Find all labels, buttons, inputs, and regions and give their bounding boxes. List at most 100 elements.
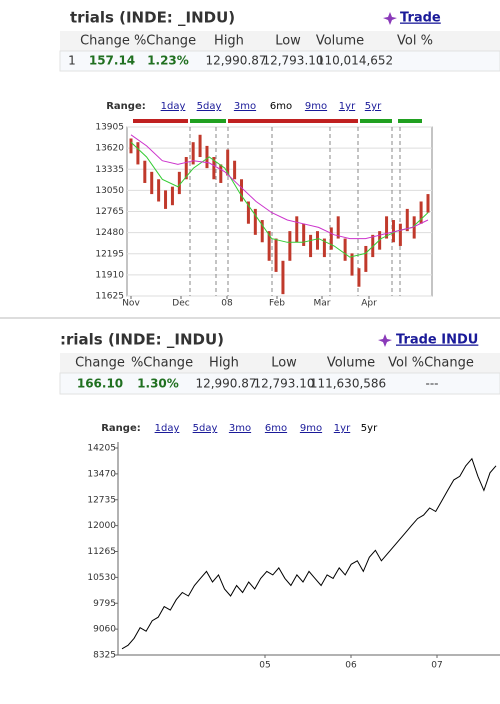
- column-header: %Change: [131, 356, 193, 371]
- y-tick-label: 11265: [87, 547, 116, 557]
- y-tick-label: 13335: [95, 165, 124, 175]
- cell-value: 12,990.87: [195, 377, 256, 391]
- candle: [364, 245, 368, 272]
- column-header: Volume: [316, 34, 364, 49]
- x-tick-label: Mar: [314, 299, 331, 309]
- y-tick-label: 13620: [95, 144, 124, 154]
- cell-value: 111,630,586: [310, 377, 386, 391]
- price-line: [121, 457, 497, 650]
- range-option[interactable]: 5day: [193, 423, 218, 434]
- x-tick-label: Feb: [269, 299, 285, 309]
- candle: [385, 216, 389, 239]
- column-header: %Change: [134, 34, 196, 49]
- header-band: [60, 353, 500, 373]
- panel-title: trials (INDE: _INDU): [70, 9, 235, 27]
- y-tick-label: 12735: [87, 495, 116, 505]
- candle: [205, 145, 209, 169]
- x-tick-label: 05: [259, 661, 270, 671]
- candle: [274, 238, 278, 272]
- y-tick-label: 13470: [87, 469, 116, 479]
- candle: [240, 179, 244, 202]
- x-tick-label: 08: [221, 299, 233, 309]
- period-bar: [360, 119, 392, 123]
- range-option[interactable]: 1yr: [339, 101, 356, 112]
- candle: [136, 142, 140, 165]
- candle: [253, 208, 257, 235]
- y-tick-label: 9795: [93, 599, 116, 609]
- candle: [260, 220, 264, 243]
- range-option[interactable]: 3mo: [234, 101, 256, 112]
- y-tick-label: 12765: [95, 207, 124, 217]
- range-option[interactable]: 1day: [155, 423, 180, 434]
- column-header: Vol %Change: [388, 356, 474, 371]
- cell-value: 110,014,652: [317, 54, 393, 68]
- x-tick-label: 06: [345, 661, 357, 671]
- range-option[interactable]: 1day: [161, 101, 186, 112]
- column-header: High: [209, 356, 239, 371]
- panel-title: :rials (INDE: _INDU): [60, 331, 224, 349]
- range-option[interactable]: 9mo: [305, 101, 327, 112]
- trade-link[interactable]: Trade INDU: [396, 333, 478, 348]
- candle: [281, 260, 285, 295]
- candle: [170, 186, 174, 206]
- candle: [157, 179, 161, 202]
- cell-value: 1.30%: [137, 377, 179, 391]
- price-line: [130, 141, 429, 258]
- y-tick-label: 12000: [87, 521, 116, 531]
- range-option[interactable]: 5day: [197, 101, 222, 112]
- y-tick-label: 10530: [87, 573, 116, 583]
- candle: [143, 160, 147, 183]
- trade-icon: [378, 334, 392, 347]
- candle: [426, 194, 430, 213]
- candle: [309, 234, 313, 258]
- range-option[interactable]: 6mo: [265, 423, 287, 434]
- cell-value: 12,990.87: [205, 54, 266, 68]
- candle: [329, 227, 333, 250]
- candle: [191, 142, 195, 165]
- y-tick-label: 12195: [95, 249, 124, 259]
- cell-value: 157.14: [89, 54, 135, 68]
- range-option[interactable]: 3mo: [229, 423, 251, 434]
- candle: [164, 190, 168, 209]
- cell-value: 12,793.10: [253, 377, 314, 391]
- trade-link[interactable]: Trade: [400, 11, 441, 26]
- candle: [267, 231, 271, 261]
- candle: [343, 238, 347, 261]
- column-header: Low: [275, 34, 301, 49]
- range-option[interactable]: 1yr: [334, 423, 351, 434]
- candle: [233, 160, 237, 180]
- range-option: 6mo: [270, 101, 292, 112]
- value-band: [59, 50, 500, 72]
- candle: [419, 201, 423, 224]
- column-header: Change: [80, 34, 130, 49]
- cell-value: 12,793.10: [262, 54, 323, 68]
- range-option[interactable]: 5yr: [365, 101, 382, 112]
- candle: [198, 134, 202, 158]
- trade-icon: [383, 12, 397, 25]
- y-tick-label: 12480: [95, 228, 124, 238]
- candle: [336, 216, 340, 239]
- candle: [295, 216, 299, 243]
- candle: [357, 268, 361, 287]
- candle: [150, 171, 154, 195]
- period-bar: [228, 119, 358, 123]
- y-tick-label: 13050: [95, 186, 124, 196]
- candle: [405, 208, 409, 232]
- candle: [315, 231, 319, 250]
- cell-value: 1: [68, 54, 76, 68]
- y-tick-label: 11625: [95, 292, 124, 302]
- candle: [302, 223, 306, 246]
- y-tick-label: 9060: [93, 625, 116, 635]
- column-header: Change: [75, 356, 125, 371]
- range-option[interactable]: 9mo: [300, 423, 322, 434]
- candle: [391, 220, 395, 243]
- candle: [226, 149, 230, 176]
- y-tick-label: 11910: [95, 270, 124, 280]
- price-line: [130, 134, 429, 240]
- y-tick-label: 8325: [93, 651, 116, 661]
- candle: [219, 164, 223, 183]
- column-header: Low: [271, 356, 297, 371]
- candle: [412, 216, 416, 239]
- y-tick-label: 13905: [95, 123, 124, 133]
